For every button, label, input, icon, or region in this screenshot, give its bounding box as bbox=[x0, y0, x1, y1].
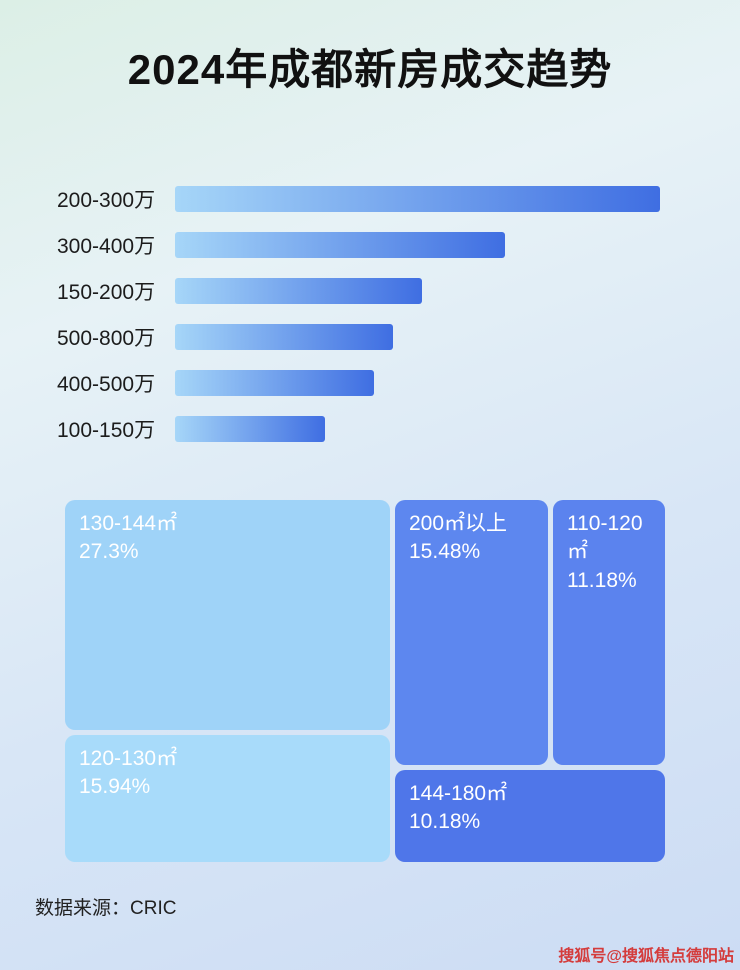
bar-category-label: 400-500万 bbox=[57, 373, 156, 396]
bar-category-label: 150-200万 bbox=[57, 281, 156, 304]
area-size-treemap: 130-144㎡ 27.3% 120-130㎡ 15.94% 200㎡以上 15.48% 1… bbox=[65, 500, 665, 862]
bar-track bbox=[175, 278, 660, 304]
bar bbox=[175, 232, 505, 258]
bar-track bbox=[175, 232, 660, 258]
treemap-block: 110-120㎡ 11.18% bbox=[553, 500, 665, 765]
bar bbox=[175, 370, 374, 396]
bar-row: 500-800万 bbox=[57, 324, 697, 350]
bar bbox=[175, 278, 423, 304]
bar-track bbox=[175, 416, 660, 442]
bar-track bbox=[175, 324, 660, 350]
treemap-block-percent: 11.18% bbox=[567, 568, 637, 592]
data-source-label: 数据来源：CRIC bbox=[35, 898, 177, 919]
watermark: 搜狐号@搜狐焦点德阳站 bbox=[558, 948, 734, 965]
bar-category-label: 500-800万 bbox=[57, 327, 156, 350]
bar-row: 300-400万 bbox=[57, 232, 697, 258]
page-title: 2024年成都新房成交趋势 bbox=[127, 46, 613, 93]
treemap-block: 144-180㎡ 10.18% bbox=[395, 770, 665, 862]
bar-row: 400-500万 bbox=[57, 370, 697, 396]
bar-category-label: 300-400万 bbox=[57, 235, 156, 258]
treemap-block-percent: 15.94% bbox=[79, 775, 151, 799]
treemap-block-percent: 10.18% bbox=[409, 810, 481, 834]
treemap-block: 120-130㎡ 15.94% bbox=[65, 735, 390, 862]
treemap-block: 130-144㎡ 27.3% bbox=[65, 500, 390, 730]
bar-track bbox=[175, 370, 660, 396]
treemap-block-label: 110-120㎡ bbox=[567, 512, 643, 564]
treemap-block-label: 200㎡以上 bbox=[409, 512, 508, 535]
treemap-block-percent: 15.48% bbox=[409, 540, 481, 564]
bar-category-label: 100-150万 bbox=[57, 419, 156, 442]
bar bbox=[175, 324, 394, 350]
bar-row: 100-150万 bbox=[57, 416, 697, 442]
bar bbox=[175, 416, 326, 442]
treemap-block-label: 144-180㎡ bbox=[409, 782, 508, 805]
treemap-block-label: 120-130㎡ bbox=[79, 747, 178, 770]
bar-row: 150-200万 bbox=[57, 278, 697, 304]
price-range-bar-chart: 200-300万 300-400万 150-200万 500-800万 400-500万… bbox=[57, 186, 697, 462]
bar-track bbox=[175, 186, 660, 212]
treemap-block-percent: 27.3% bbox=[79, 540, 139, 564]
treemap-block: 200㎡以上 15.48% bbox=[395, 500, 548, 765]
bar-category-label: 200-300万 bbox=[57, 189, 156, 212]
bar bbox=[175, 186, 660, 212]
treemap-block-label: 130-144㎡ bbox=[79, 512, 178, 535]
bar-row: 200-300万 bbox=[57, 186, 697, 212]
